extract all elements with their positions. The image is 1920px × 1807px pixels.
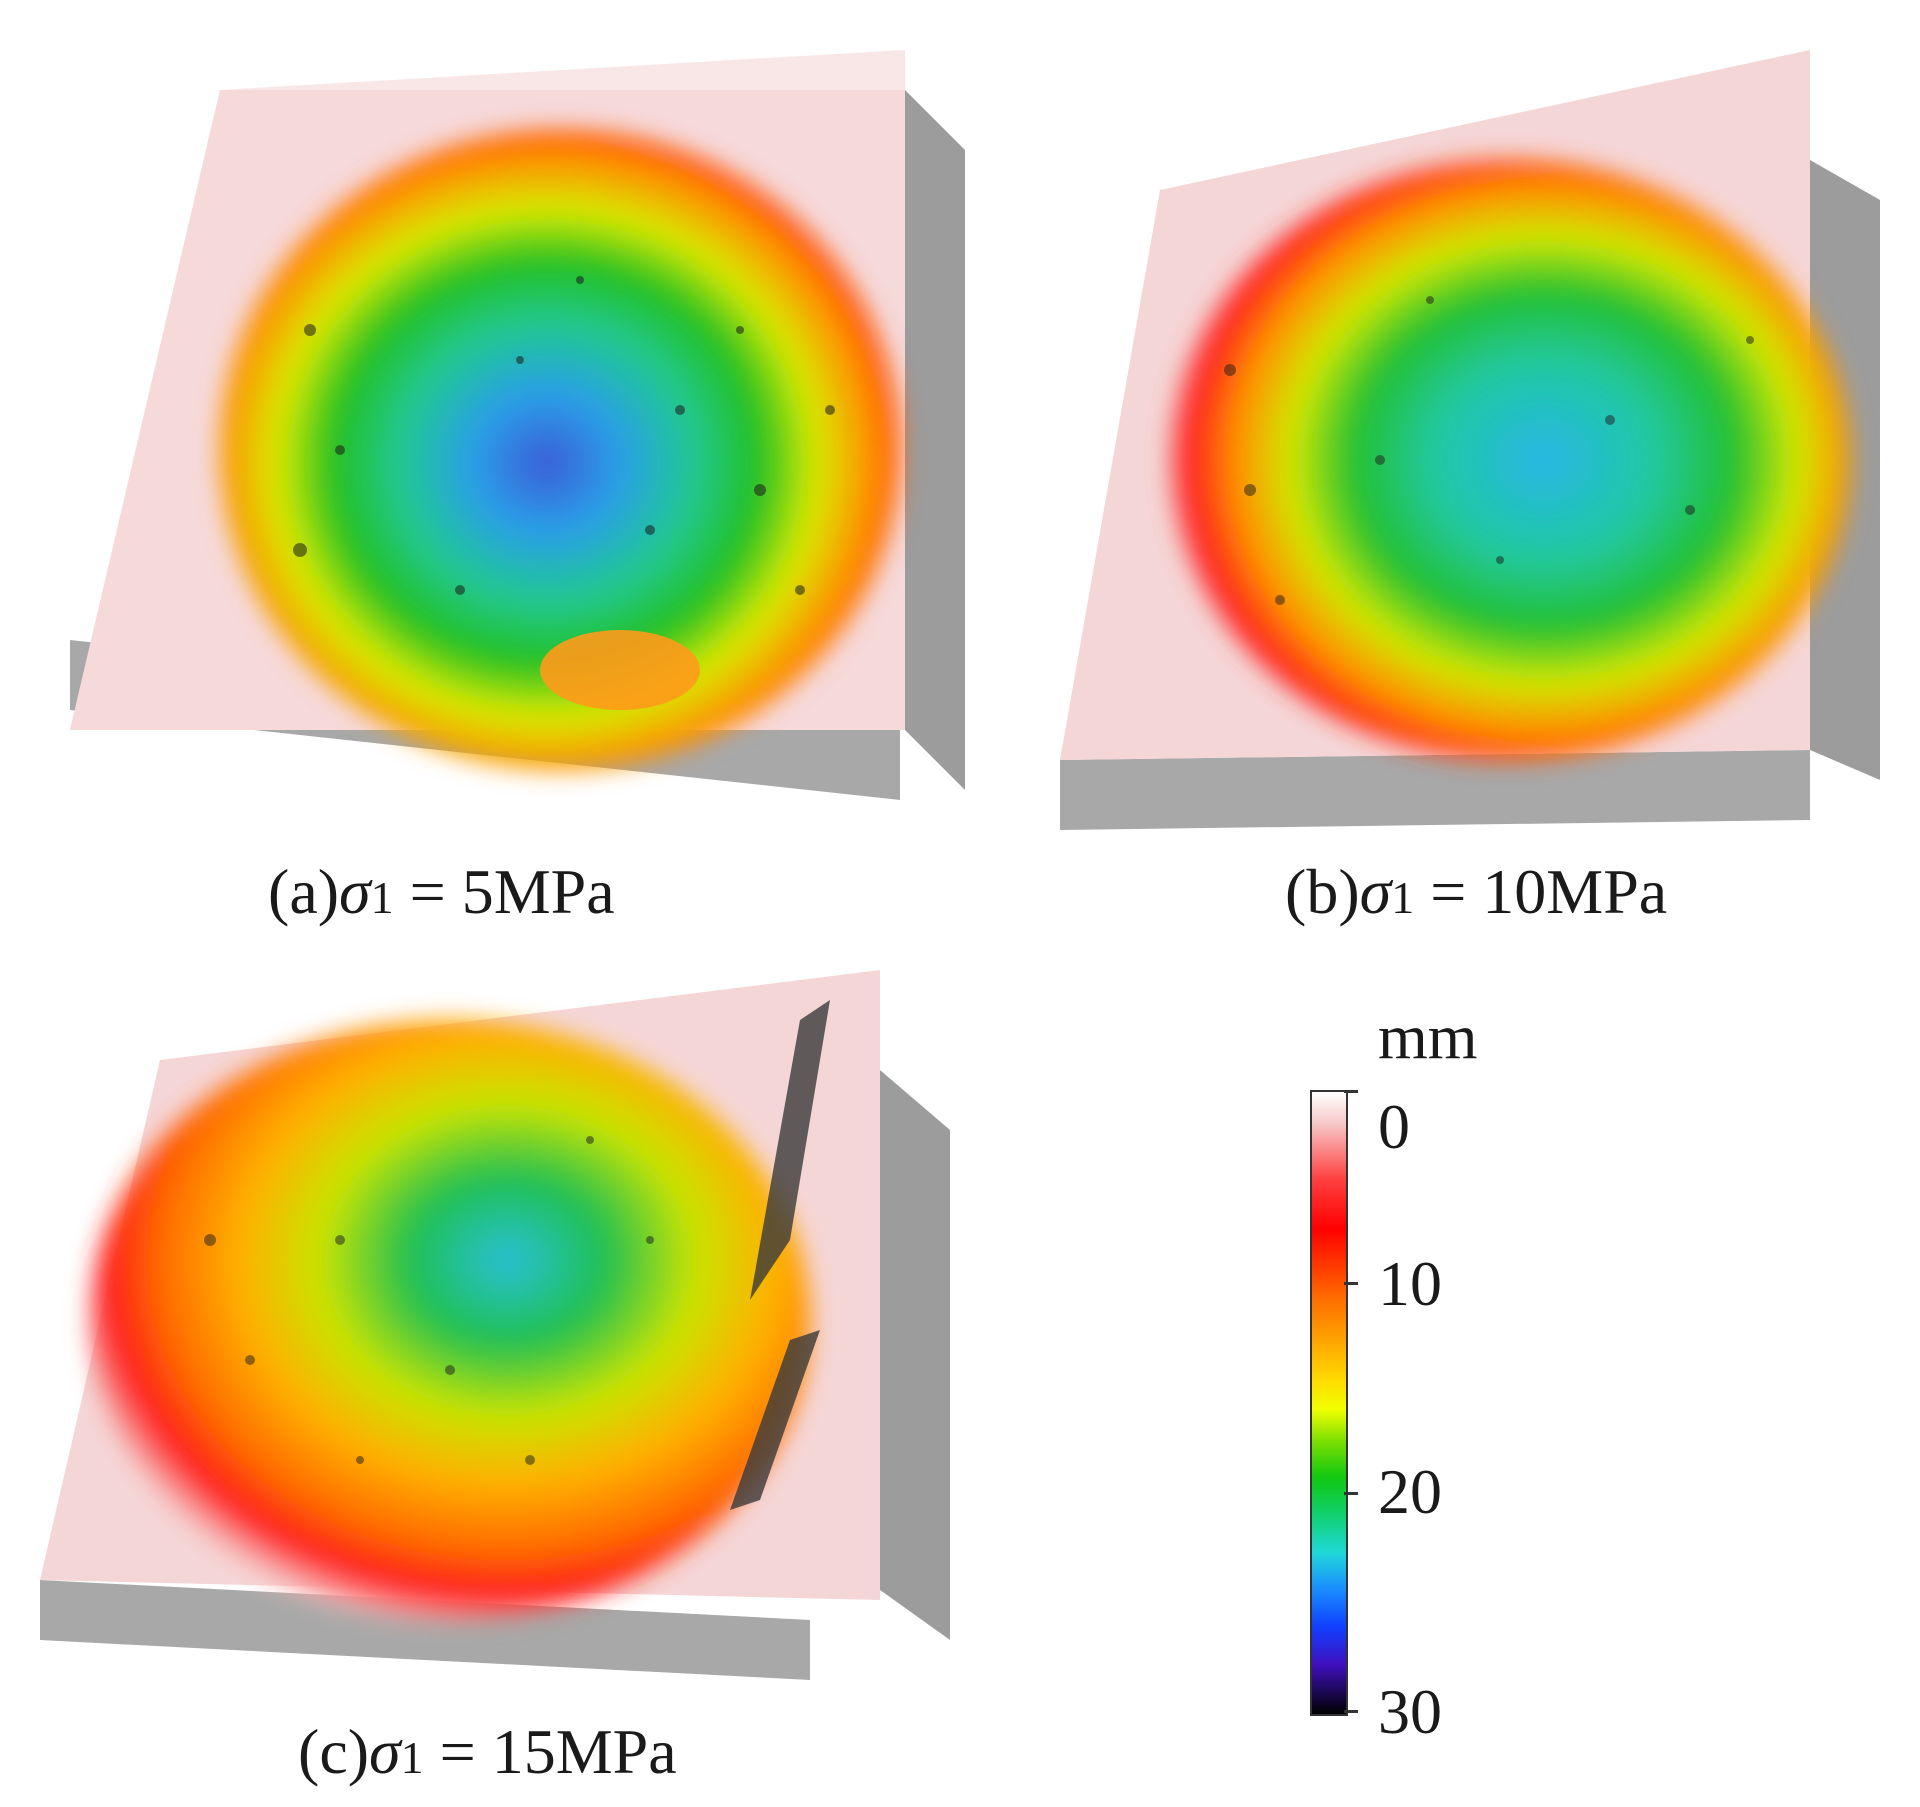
- colorbar-tick: [1344, 1710, 1358, 1713]
- colorbar: [1310, 1090, 1348, 1716]
- specimen-b-image: [1050, 40, 1900, 830]
- colorbar-unit: mm: [1378, 1001, 1478, 1072]
- specimen-c-image: [30, 940, 960, 1680]
- colorbar-label-10: 10: [1378, 1248, 1442, 1319]
- caption-a: (a)σ1 = 5MPa: [268, 856, 615, 927]
- caption-b: (b)σ1 = 10MPa: [1285, 856, 1668, 927]
- colorbar-label-0: 0: [1378, 1091, 1410, 1162]
- specimen-a-image: [60, 30, 980, 850]
- caption-c: (c)σ1 = 15MPa: [298, 1716, 677, 1787]
- colorbar-label-20: 20: [1378, 1456, 1442, 1527]
- colorbar-tick: [1344, 1492, 1358, 1495]
- colorbar-label-30: 30: [1378, 1676, 1442, 1747]
- colorbar-tick: [1344, 1090, 1358, 1093]
- colorbar-tick: [1344, 1282, 1358, 1285]
